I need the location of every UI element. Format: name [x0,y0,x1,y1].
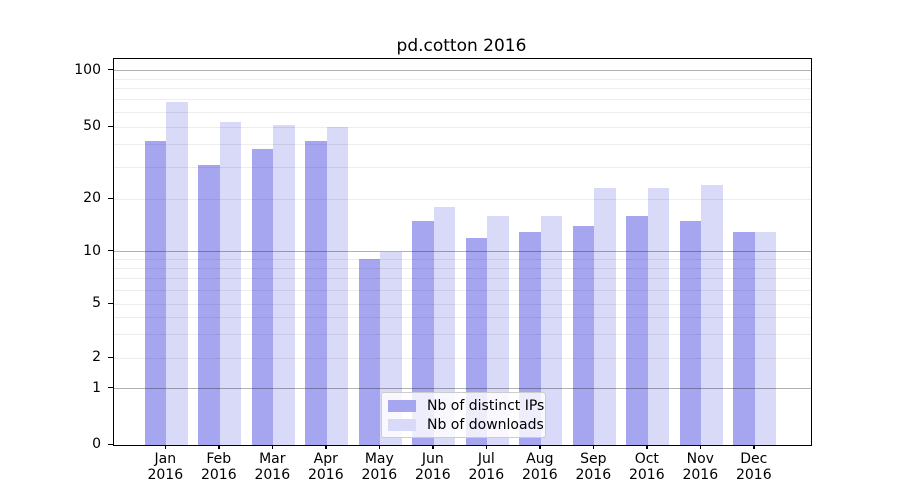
x-tick-label-jun: Jun 2016 [405,451,461,483]
bar-downloads-jun [433,206,456,445]
y-tick-mark-1 [108,387,113,389]
bar-downloads-nov [701,184,723,445]
bar-downloads-jul [487,215,509,445]
x-tick-label-sep: Sep 2016 [565,451,621,483]
bars-layer [114,59,811,445]
x-tick-year: 2016 [628,467,665,483]
x-tick-label-nov: Nov 2016 [672,451,728,483]
x-tick-mark-mar [271,445,274,449]
y-tick-mark-0 [108,443,113,445]
bar-downloads-sep [594,188,616,445]
x-tick-label-jul: Jul 2016 [458,451,514,483]
x-tick-month: Dec [740,451,768,467]
x-tick-mark-may [378,445,381,449]
x-tick-month: Jul [477,451,495,467]
y-tick-mark-10 [108,250,113,252]
legend-item-distinct-ips: Nb of distinct IPs [388,398,544,414]
y-tick-label-50: 50 [83,118,101,134]
y-tick-label-1: 1 [92,379,101,396]
x-tick-mark-dec [753,445,755,449]
bar-distinct-ips-dec [733,231,755,445]
bar-distinct-ips-apr [305,140,327,445]
y-tick-mark-50 [108,125,113,127]
bar-distinct-ips-oct [626,215,648,445]
x-tick-month: Sep [580,451,607,467]
x-tick-month: Jun [421,451,444,467]
x-tick-month: May [364,451,394,467]
x-tick-label-dec: Dec 2016 [726,451,782,483]
y-tick-label-20: 20 [83,190,101,206]
x-tick-year: 2016 [147,467,184,483]
x-tick-year: 2016 [575,467,612,483]
x-tick-mark-jul [485,445,488,449]
y-tick-label-5: 5 [92,295,101,311]
x-tick-mark-aug [539,445,541,449]
y-tick-label-0: 0 [92,436,101,452]
x-tick-year: 2016 [521,467,558,483]
bar-distinct-ips-feb [198,164,220,445]
x-tick-label-feb: Feb 2016 [191,451,247,483]
bar-downloads-oct [647,188,670,445]
legend-swatch-icon [388,418,416,431]
legend-swatch-icon [388,399,416,412]
x-tick-mark-oct [646,445,648,449]
x-tick-month: Apr [313,451,338,467]
bar-distinct-ips-jan [144,140,167,445]
x-tick-label-aug: Aug 2016 [512,451,568,483]
x-tick-year: 2016 [361,467,398,483]
x-tick-label-jan: Jan 2016 [137,451,193,483]
y-tick-mark-2 [108,356,113,358]
y-tick-label-2: 2 [92,349,101,365]
bar-distinct-ips-sep [572,226,595,445]
bar-distinct-ips-mar [251,148,274,445]
y-tick-label-100: 100 [74,61,101,78]
legend-item-downloads: Nb of downloads [388,417,544,433]
x-tick-mark-jan [164,445,167,449]
x-tick-month: Jan [154,451,177,467]
x-tick-mark-nov [699,445,702,449]
bar-downloads-mar [273,125,295,445]
x-tick-mark-jun [432,445,434,449]
x-tick-label-may: May 2016 [351,451,407,483]
x-tick-label-apr: Apr 2016 [298,451,354,483]
legend-label: Nb of distinct IPs [427,397,545,414]
x-tick-year: 2016 [307,467,344,483]
x-tick-year: 2016 [254,467,291,483]
bar-downloads-dec [754,231,777,445]
y-tick-mark-5 [108,302,113,304]
bar-distinct-ips-nov [679,220,702,445]
x-tick-mark-feb [218,445,220,449]
bar-downloads-feb [219,122,242,445]
bar-downloads-aug [540,215,563,445]
bar-downloads-jan [166,101,188,445]
bar-downloads-apr [326,127,349,445]
x-tick-year: 2016 [200,467,237,483]
x-tick-month: Aug [526,451,554,467]
x-tick-month: Oct [634,451,659,467]
x-tick-label-oct: Oct 2016 [619,451,675,483]
x-tick-year: 2016 [468,467,505,483]
legend: Nb of distinct IPs Nb of downloads [381,392,546,438]
x-tick-label-mar: Mar 2016 [244,451,300,483]
x-tick-mark-apr [325,445,327,449]
x-tick-mark-sep [592,445,595,449]
x-tick-year: 2016 [682,467,719,483]
x-tick-month: Nov [686,451,714,467]
y-tick-label-10: 10 [83,242,101,259]
x-tick-year: 2016 [735,467,772,483]
bar-distinct-ips-may [358,259,381,445]
x-tick-year: 2016 [414,467,451,483]
chart-title: pd.cotton 2016 [396,36,527,56]
bar-distinct-ips-jun [412,220,434,445]
bar-distinct-ips-aug [519,231,541,445]
y-tick-mark-100 [108,69,113,71]
plot-area: Nb of distinct IPs Nb of downloads [113,58,812,446]
x-tick-month: Feb [206,451,232,467]
legend-label: Nb of downloads [427,416,544,433]
y-tick-mark-20 [108,197,113,199]
x-tick-month: Mar [259,451,286,467]
